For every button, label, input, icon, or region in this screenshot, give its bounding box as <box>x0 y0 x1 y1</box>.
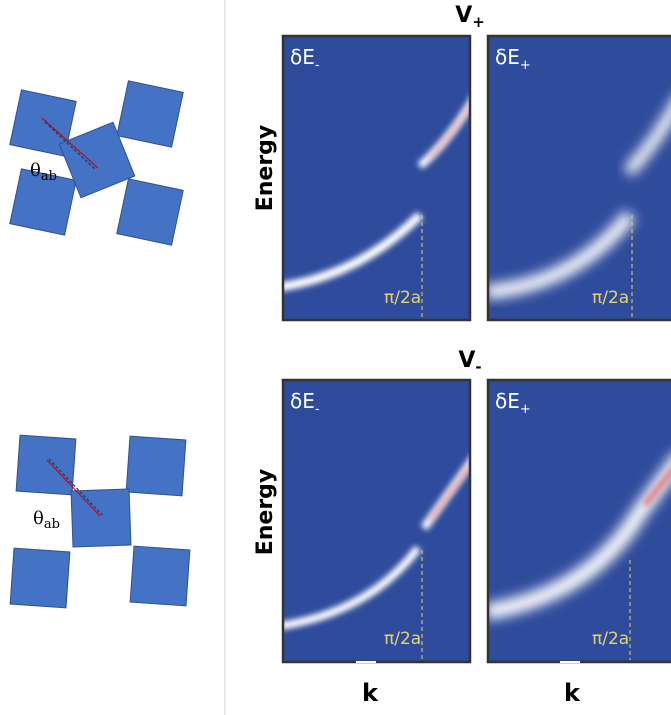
title-main: V <box>458 348 475 373</box>
panel-label-main: δE <box>495 389 520 413</box>
marker-label: π/2a <box>384 288 421 308</box>
panel-label-sub: - <box>315 402 320 417</box>
square <box>70 488 132 548</box>
angle-label: θab <box>33 508 60 532</box>
axis-line <box>46 459 101 517</box>
square <box>15 434 77 496</box>
axis-line <box>41 117 99 169</box>
angle-symbol: θ <box>30 160 41 181</box>
panel: δE- π/2a <box>281 34 472 322</box>
axis-line <box>44 121 97 171</box>
lattice-bottom <box>9 434 191 609</box>
y-axis-label: Energy <box>253 469 278 556</box>
panel-bg <box>283 36 470 320</box>
panel-frame <box>281 378 472 664</box>
y-axis-label: Energy <box>253 125 278 212</box>
square <box>129 545 191 607</box>
title-subscript: + <box>472 13 485 31</box>
square <box>9 168 77 236</box>
square <box>58 121 136 199</box>
panel-bg <box>488 36 671 320</box>
band-core <box>643 467 671 507</box>
marker-label: π/2a <box>592 288 629 308</box>
square <box>116 178 184 246</box>
angle-subscript: ab <box>41 169 57 184</box>
title-top: V+ <box>455 3 485 31</box>
panel-label-main: δE <box>290 389 315 413</box>
panel-label-sub: - <box>315 58 320 73</box>
square <box>9 547 71 609</box>
panel-label: δE- <box>290 45 320 73</box>
title-bottom: V- <box>458 348 481 376</box>
panel-label-main: δE <box>290 45 315 69</box>
angle-symbol: θ <box>33 508 44 529</box>
lattice-top <box>9 80 184 246</box>
axis-line <box>48 458 103 516</box>
title-main: V <box>455 3 472 28</box>
panel-frame <box>281 34 472 322</box>
band-core <box>428 463 470 521</box>
title-subscript: - <box>475 358 481 376</box>
band <box>283 545 422 630</box>
square <box>125 435 187 497</box>
panel-label-main: δE <box>495 45 520 69</box>
panel: δE+ π/2a <box>486 378 671 664</box>
panel: δE- π/2a <box>281 378 472 664</box>
band-core <box>429 105 470 159</box>
bands <box>283 97 470 292</box>
band <box>488 456 671 620</box>
panel-label: δE- <box>290 389 320 417</box>
panel-frame <box>486 378 671 664</box>
panel-label: δE+ <box>495 389 531 417</box>
panel-label-sub: + <box>520 58 531 73</box>
square <box>116 80 184 148</box>
marker-label: π/2a <box>384 629 421 649</box>
angle-label: θab <box>30 160 57 184</box>
x-axis-label: k <box>362 679 379 707</box>
bands <box>283 456 470 630</box>
band <box>283 211 424 292</box>
panel-label: δE+ <box>495 45 531 73</box>
panel-label-sub: + <box>520 402 531 417</box>
band <box>623 102 671 177</box>
panel-frame <box>486 34 671 322</box>
bands <box>488 102 671 299</box>
x-axis-label: k <box>564 679 581 707</box>
square <box>9 89 77 157</box>
angle-subscript: ab <box>44 517 60 532</box>
band <box>488 210 636 299</box>
bands <box>488 456 671 620</box>
marker-label: π/2a <box>592 629 629 649</box>
panel: δE+ π/2a <box>486 34 671 322</box>
